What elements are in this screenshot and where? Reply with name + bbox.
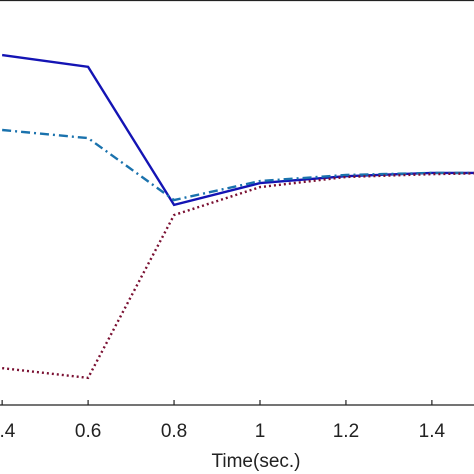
x-tick-label: 0.8: [161, 421, 187, 442]
x-tick-label: 0.4: [0, 421, 16, 442]
plot-area: [1, 53, 474, 380]
x-tick-label: 1.4: [419, 421, 446, 442]
series-line: [1, 53, 474, 207]
x-tick-label: 1: [255, 421, 266, 442]
x-axis-label: Time(sec.): [211, 451, 300, 472]
series-line: [2, 128, 474, 202]
x-tick-label: 0.6: [75, 421, 101, 442]
series-line: [2, 172, 474, 380]
x-tick-label: 1.2: [333, 421, 359, 442]
